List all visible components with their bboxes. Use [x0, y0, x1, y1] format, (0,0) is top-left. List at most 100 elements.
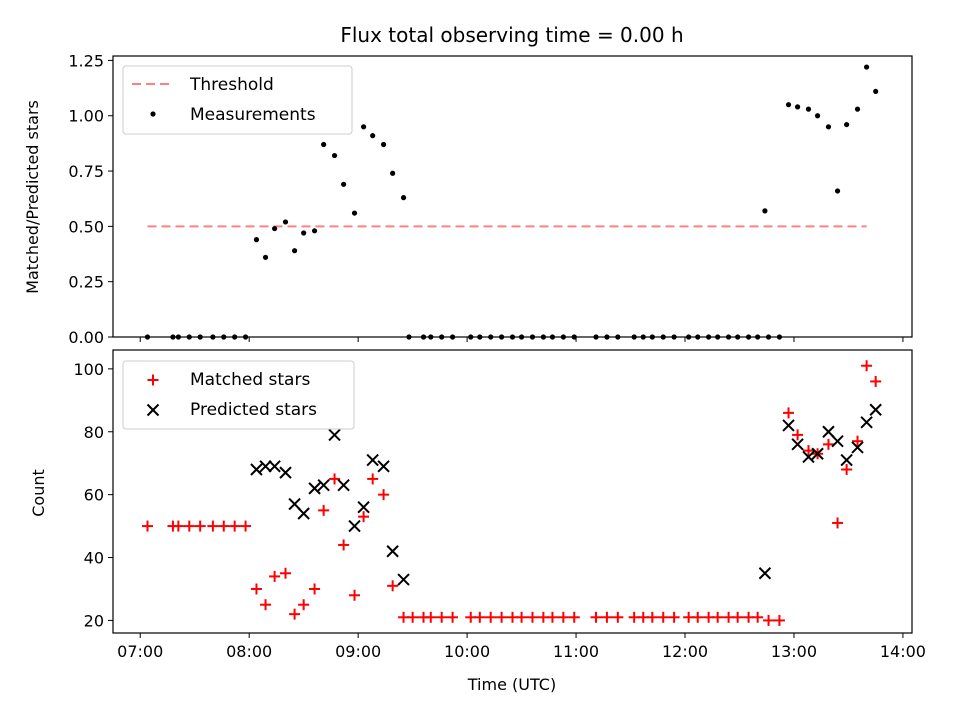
- x-tick-label: 07:00: [117, 642, 163, 661]
- bottom-series: [142, 360, 882, 626]
- predicted-star-point: [337, 479, 350, 492]
- predicted-star-point-b: [869, 403, 882, 416]
- x-tick-label: 12:00: [662, 642, 708, 661]
- measurement-point: [825, 124, 832, 130]
- predicted-star-point: [268, 460, 281, 473]
- matched-star-point: [349, 589, 361, 601]
- top-legend-box: [122, 65, 353, 135]
- bottom-ylabel: Count: [29, 469, 48, 517]
- predicted-star-point-b: [851, 441, 864, 454]
- matched-star-point: [240, 520, 252, 532]
- measurement-point: [844, 121, 850, 128]
- top-ticks: 0.00 0.25 0.50 0.75 1.00 1.25: [68, 51, 904, 347]
- legend-measurements-label: Measurements: [190, 105, 316, 125]
- predicted-star-point: [328, 428, 341, 442]
- matched-star-point: [250, 583, 262, 595]
- matched-star-point: [852, 435, 864, 447]
- matched-star-point: [436, 611, 448, 623]
- matched-star-point: [172, 520, 184, 532]
- predicted-star-point: [758, 567, 772, 580]
- matched-star-point: [387, 580, 399, 592]
- predicted-star-point-b: [758, 567, 772, 580]
- y-tick-label: 0.50: [68, 217, 104, 236]
- matched-star-point: [425, 611, 437, 623]
- matched-star-point: [732, 611, 744, 623]
- legend-x-b: [146, 403, 160, 417]
- predicted-star-point: [782, 419, 795, 432]
- y-tick-label: 20: [84, 611, 104, 630]
- matched-star-point: [142, 520, 154, 532]
- matched-star-point: [516, 611, 528, 623]
- matched-star-point: [260, 599, 272, 611]
- predicted-star-point-b: [308, 482, 321, 495]
- matched-star-point: [792, 429, 804, 441]
- top-panel: 0.00 0.25 0.50 0.75 1.00 1.25 Matched/Predict…: [23, 51, 913, 347]
- matched-star-point: [546, 611, 558, 623]
- predicted-star-point: [250, 463, 263, 476]
- predicted-star-point-b: [860, 416, 873, 429]
- matched-star-point: [207, 520, 219, 532]
- legend-threshold-label: Threshold: [189, 75, 274, 95]
- x-tick-label: 10:00: [444, 642, 490, 661]
- top-plot-frame: [112, 55, 913, 338]
- matched-star-point: [378, 489, 390, 501]
- matched-star-point: [298, 599, 310, 611]
- measurement-point: [814, 113, 821, 119]
- measurement-point: [262, 254, 269, 260]
- matched-star-point: [194, 520, 206, 532]
- matched-star-point: [646, 611, 658, 623]
- legend-predicted-label: Predicted stars: [190, 400, 317, 420]
- measurement-point: [805, 106, 812, 112]
- predicted-star-point: [860, 416, 873, 429]
- matched-star-point: [822, 438, 834, 450]
- matched-star-point: [861, 360, 873, 372]
- predicted-star-point: [831, 434, 844, 448]
- predicted-star-point: [357, 501, 370, 514]
- matched-star-point: [218, 520, 230, 532]
- matched-star-point: [692, 611, 704, 623]
- matched-star-point: [367, 473, 379, 485]
- measurement-point: [291, 248, 298, 254]
- bottom-legend: Matched stars Predicted stars: [122, 360, 355, 430]
- matched-star-point: [841, 463, 853, 475]
- measurement-point: [351, 210, 358, 216]
- predicted-star-point: [386, 545, 399, 558]
- measurement-point: [360, 124, 367, 130]
- measurement-point: [854, 106, 861, 112]
- predicted-star-point-b: [279, 466, 292, 479]
- matched-star-point: [612, 611, 624, 623]
- predicted-star-point-b: [348, 519, 361, 533]
- predicted-star-point: [297, 507, 310, 520]
- matched-star-point: [309, 583, 321, 595]
- matched-star-point: [590, 611, 602, 623]
- predicted-star-point-b: [259, 460, 272, 473]
- predicted-star-point-b: [811, 447, 824, 460]
- predicted-star-point-b: [317, 479, 330, 492]
- predicted-star-point-b: [297, 507, 310, 520]
- x-tick-label: 11:00: [553, 642, 599, 661]
- predicted-star-point-b: [791, 438, 804, 451]
- predicted-star-point: [397, 573, 410, 586]
- predicted-star-point: [822, 425, 835, 438]
- measurement-point: [321, 141, 327, 148]
- matched-star-point: [752, 611, 764, 623]
- x-tick-label: 08:00: [226, 642, 272, 661]
- matched-star-point: [183, 520, 195, 532]
- matched-star-point: [712, 611, 724, 623]
- matched-star-point: [338, 539, 350, 551]
- measurement-point: [834, 188, 841, 194]
- y-tick-label: 1.00: [68, 107, 104, 126]
- matched-star-point: [668, 611, 680, 623]
- matched-star-point: [783, 407, 795, 419]
- predicted-star-point: [308, 482, 321, 495]
- predicted-star-point: [802, 450, 815, 464]
- legend-matched-label: Matched stars: [190, 370, 310, 390]
- y-tick-label: 0.75: [68, 162, 104, 181]
- predicted-star-point: [288, 497, 301, 511]
- predicted-star-point-b: [386, 545, 399, 558]
- measurement-point: [253, 237, 260, 243]
- matched-star-point: [832, 517, 844, 529]
- matched-star-point: [870, 375, 882, 387]
- predicted-star-point: [851, 441, 864, 454]
